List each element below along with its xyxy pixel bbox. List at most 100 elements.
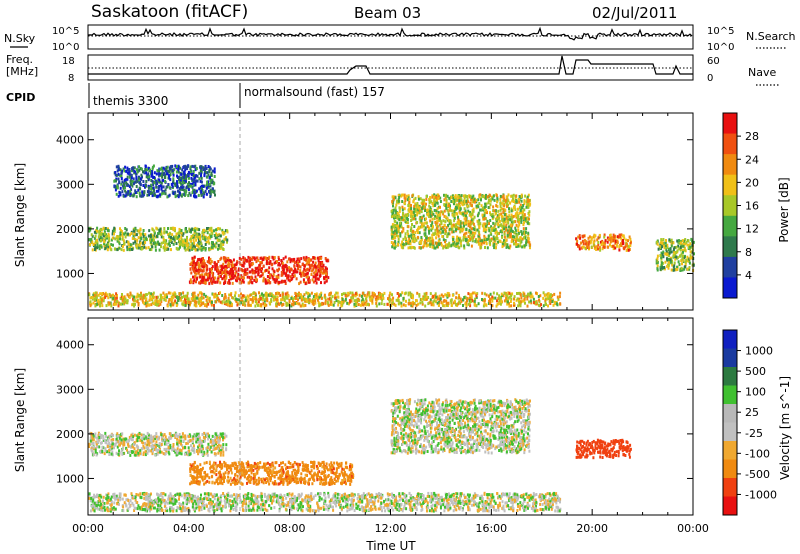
heatmap-cell bbox=[198, 242, 201, 246]
heatmap-cell bbox=[277, 275, 280, 279]
heatmap-cell bbox=[241, 279, 244, 282]
heatmap-cell bbox=[134, 237, 137, 241]
heatmap-cell bbox=[470, 215, 473, 219]
heatmap-cell bbox=[485, 211, 488, 214]
heatmap-cell bbox=[456, 212, 459, 216]
heatmap-cell bbox=[184, 243, 187, 247]
heatmap-cell bbox=[314, 293, 316, 296]
heatmap-cell bbox=[380, 292, 383, 296]
heatmap-cell bbox=[154, 299, 157, 303]
heatmap-cell bbox=[514, 226, 517, 230]
heatmap-cell bbox=[492, 221, 495, 225]
heatmap-cell bbox=[162, 291, 165, 295]
heatmap-cell bbox=[189, 278, 192, 282]
heatmap-cell bbox=[139, 233, 142, 237]
heatmap-cell bbox=[473, 228, 476, 231]
heatmap-cell bbox=[200, 172, 203, 176]
heatmap-cell bbox=[416, 231, 419, 234]
heatmap-cell bbox=[528, 217, 530, 221]
heatmap-cell bbox=[157, 240, 159, 244]
heatmap-cell bbox=[528, 241, 531, 245]
heatmap-cell bbox=[107, 229, 110, 233]
heatmap-cell bbox=[257, 303, 259, 307]
heatmap-cell bbox=[314, 265, 317, 269]
heatmap-cell bbox=[499, 194, 502, 198]
heatmap-cell bbox=[221, 277, 224, 281]
heatmap-cell bbox=[111, 236, 114, 240]
heatmap-cell bbox=[323, 293, 326, 297]
heatmap-cell bbox=[502, 220, 505, 224]
heatmap-cell bbox=[250, 275, 253, 279]
heatmap-cell bbox=[311, 263, 314, 267]
heatmap-cell bbox=[527, 212, 530, 215]
heatmap-cell bbox=[202, 262, 205, 266]
heatmap-cell bbox=[194, 181, 197, 185]
heatmap-cell bbox=[253, 278, 256, 282]
heatmap-cell bbox=[180, 231, 183, 235]
heatmap-cell bbox=[485, 202, 488, 206]
heatmap-cell bbox=[109, 294, 112, 298]
heatmap-cell bbox=[447, 304, 449, 307]
heatmap-cell bbox=[318, 303, 321, 307]
heatmap-cell bbox=[520, 296, 523, 300]
heatmap-cell bbox=[192, 180, 195, 184]
heatmap-cell bbox=[184, 241, 187, 244]
heatmap-cell bbox=[336, 291, 339, 295]
heatmap-cell bbox=[316, 298, 319, 302]
heatmap-cell bbox=[133, 232, 136, 236]
heatmap-cell bbox=[178, 191, 181, 195]
heatmap-cell bbox=[513, 235, 516, 239]
heatmap-cell bbox=[467, 239, 470, 243]
heatmap-cell bbox=[314, 301, 317, 305]
heatmap-cell bbox=[508, 302, 510, 306]
heatmap-cell bbox=[300, 271, 303, 275]
heatmap-cell bbox=[198, 266, 201, 270]
heatmap-cell bbox=[242, 256, 245, 260]
heatmap-cell bbox=[103, 232, 106, 236]
heatmap-cell bbox=[164, 243, 166, 247]
heatmap-cell bbox=[265, 260, 268, 264]
heatmap-cell bbox=[463, 244, 466, 248]
heatmap-cell bbox=[116, 294, 118, 297]
heatmap-cell bbox=[537, 295, 540, 298]
heatmap-cell bbox=[212, 293, 215, 297]
heatmap-cell bbox=[139, 182, 142, 186]
heatmap-cell bbox=[510, 213, 513, 217]
heatmap-cell bbox=[195, 174, 198, 178]
heatmap-cell bbox=[212, 169, 214, 173]
heatmap-cell bbox=[526, 297, 529, 301]
heatmap-cell bbox=[446, 291, 449, 295]
heatmap-cell bbox=[171, 169, 174, 173]
heatmap-cell bbox=[159, 180, 161, 184]
heatmap-cell bbox=[506, 202, 508, 206]
heatmap-cell bbox=[262, 276, 265, 280]
heatmap-cell bbox=[139, 228, 142, 232]
heatmap-cell bbox=[137, 176, 140, 180]
heatmap-cell bbox=[176, 185, 179, 189]
heatmap-cell bbox=[155, 226, 158, 230]
heatmap-cell bbox=[530, 301, 533, 305]
heatmap-cell bbox=[428, 200, 431, 204]
heatmap-cell bbox=[123, 295, 126, 299]
heatmap-cell bbox=[417, 302, 420, 306]
heatmap-cell bbox=[326, 300, 329, 304]
heatmap-cell bbox=[245, 258, 248, 262]
heatmap-cell bbox=[430, 200, 433, 204]
heatmap-cell bbox=[172, 181, 174, 185]
heatmap-cell bbox=[122, 300, 125, 304]
heatmap-cell bbox=[359, 303, 362, 307]
heatmap-cell bbox=[491, 299, 494, 303]
heatmap-cell bbox=[412, 212, 415, 216]
heatmap-cell bbox=[470, 292, 473, 296]
heatmap-cell bbox=[170, 248, 172, 252]
heatmap-cell bbox=[117, 304, 120, 308]
heatmap-cell bbox=[231, 302, 233, 306]
heatmap-cell bbox=[469, 304, 472, 308]
heatmap-cell bbox=[402, 237, 405, 241]
heatmap-cell bbox=[260, 261, 263, 265]
heatmap-cell bbox=[199, 179, 202, 183]
heatmap-cell bbox=[316, 277, 319, 281]
heatmap-cell bbox=[469, 212, 472, 216]
heatmap-cell bbox=[526, 203, 528, 207]
